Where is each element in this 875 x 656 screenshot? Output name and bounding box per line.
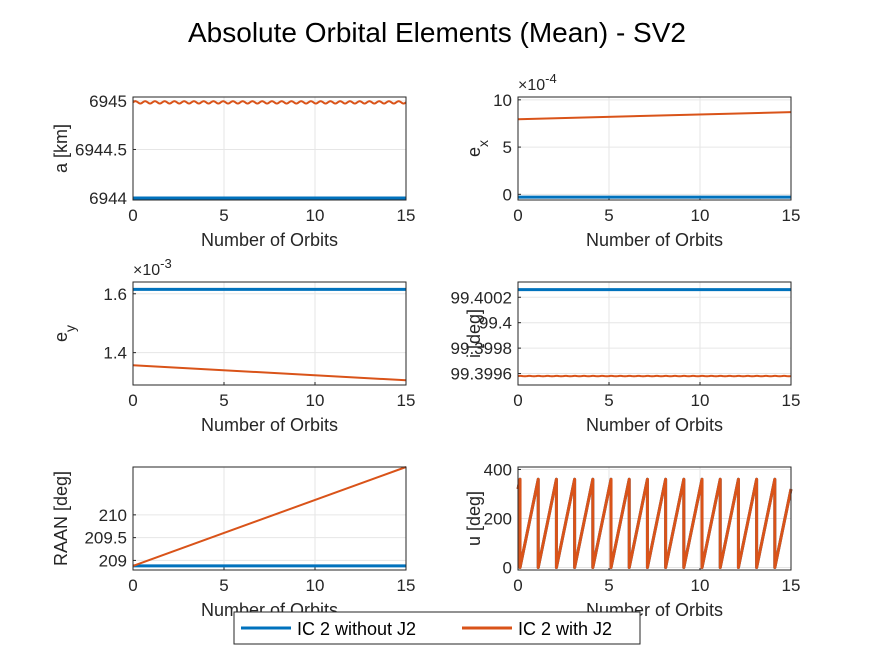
x-axis-label: Number of Orbits [586, 230, 723, 250]
x-axis-label: Number of Orbits [586, 415, 723, 435]
x-tick-label: 0 [513, 206, 522, 225]
x-tick-label: 0 [513, 576, 522, 595]
plot-area [133, 97, 406, 200]
y-tick-label: 400 [484, 460, 512, 479]
y-tick-label: 1.6 [103, 285, 127, 304]
y-axis-label: ex [464, 140, 491, 157]
x-tick-label: 5 [604, 206, 613, 225]
subplot-4: 0 5 10 15 99.3996 99.3998 99.4 99.4002 Number of… [451, 281, 801, 435]
x-tick-label: 10 [691, 576, 710, 595]
subplots-area: 0 5 10 15 6944 6944.5 6945 Number of Orbits a [k… [51, 71, 800, 620]
x-tick-label: 15 [397, 391, 416, 410]
figure-title: Absolute Orbital Elements (Mean) - SV2 [188, 17, 686, 48]
legend: IC 2 without J2 IC 2 with J2 [233, 611, 641, 645]
x-tick-label: 0 [128, 391, 137, 410]
subplot-2: 0 5 10 15 0 5 10 Number of Orbits ex ×10-4 [464, 71, 800, 250]
series-line-with-j2 [132, 466, 407, 567]
y-tick-label: 1.4 [103, 344, 127, 363]
legend-box [233, 611, 641, 645]
axes-frame [132, 281, 407, 386]
y-axis-label: ey [51, 325, 78, 342]
x-axis-label: Number of Orbits [201, 415, 338, 435]
legend-label-without-j2: IC 2 without J2 [297, 619, 416, 639]
x-tick-label: 5 [219, 206, 228, 225]
y-tick-label: 200 [484, 510, 512, 529]
y-tick-label: 6945 [89, 92, 127, 111]
y-tick-label: 209.5 [84, 529, 127, 548]
axes-frame [132, 466, 407, 571]
axes-frame [132, 96, 407, 201]
x-tick-label: 15 [397, 206, 416, 225]
subplot-3: 0 5 10 15 1.4 1.6 Number of Orbits ey ×10-3 [51, 256, 415, 435]
x-tick-label: 15 [782, 206, 801, 225]
series-line-with-j2 [516, 477, 793, 570]
y-axis-label: u [deg] [464, 491, 484, 546]
y-tick-label: 5 [503, 138, 512, 157]
subplot-1: 0 5 10 15 6944 6944.5 6945 Number of Orbits a [k… [51, 92, 415, 250]
x-tick-label: 0 [513, 391, 522, 410]
y-tick-label: 0 [503, 559, 512, 578]
y-tick-label: 99.4 [479, 314, 512, 333]
y-axis-label: a [km] [51, 124, 71, 173]
x-tick-label: 15 [782, 391, 801, 410]
series-line-with-j2 [132, 364, 407, 382]
y-tick-label: 99.3998 [451, 339, 512, 358]
y-tick-label: 209 [99, 551, 127, 570]
x-tick-label: 10 [306, 576, 325, 595]
axes-frame [517, 466, 792, 571]
y-tick-label: 210 [99, 506, 127, 525]
y-axis-label: i [deg] [464, 309, 484, 358]
plot-area [133, 282, 406, 385]
x-tick-label: 10 [306, 391, 325, 410]
x-tick-label: 5 [604, 576, 613, 595]
axes-frame [517, 281, 792, 386]
y-tick-label: 99.4002 [451, 288, 512, 307]
x-tick-label: 10 [306, 206, 325, 225]
x-tick-label: 10 [691, 391, 710, 410]
axis-exponent-label: ×10-4 [518, 71, 557, 94]
y-tick-label: 99.3996 [451, 365, 512, 384]
y-tick-label: 6944 [89, 189, 127, 208]
x-tick-label: 15 [782, 576, 801, 595]
x-tick-label: 10 [691, 206, 710, 225]
axis-exponent-label: ×10-3 [133, 256, 172, 279]
y-tick-label: 10 [493, 91, 512, 110]
axes-frame [517, 96, 792, 201]
plot-area [518, 282, 791, 385]
x-tick-label: 5 [604, 391, 613, 410]
x-axis-label: Number of Orbits [201, 230, 338, 250]
y-tick-label: 6944.5 [75, 140, 127, 159]
x-tick-label: 15 [397, 576, 416, 595]
series-line-with-j2 [132, 100, 407, 105]
x-tick-label: 5 [219, 576, 228, 595]
x-tick-label: 0 [128, 576, 137, 595]
y-axis-label: RAAN [deg] [51, 471, 71, 566]
x-tick-label: 0 [128, 206, 137, 225]
y-tick-label: 0 [503, 185, 512, 204]
x-tick-label: 5 [219, 391, 228, 410]
legend-label-with-j2: IC 2 with J2 [518, 619, 612, 639]
series-line-with-j2 [517, 111, 792, 121]
